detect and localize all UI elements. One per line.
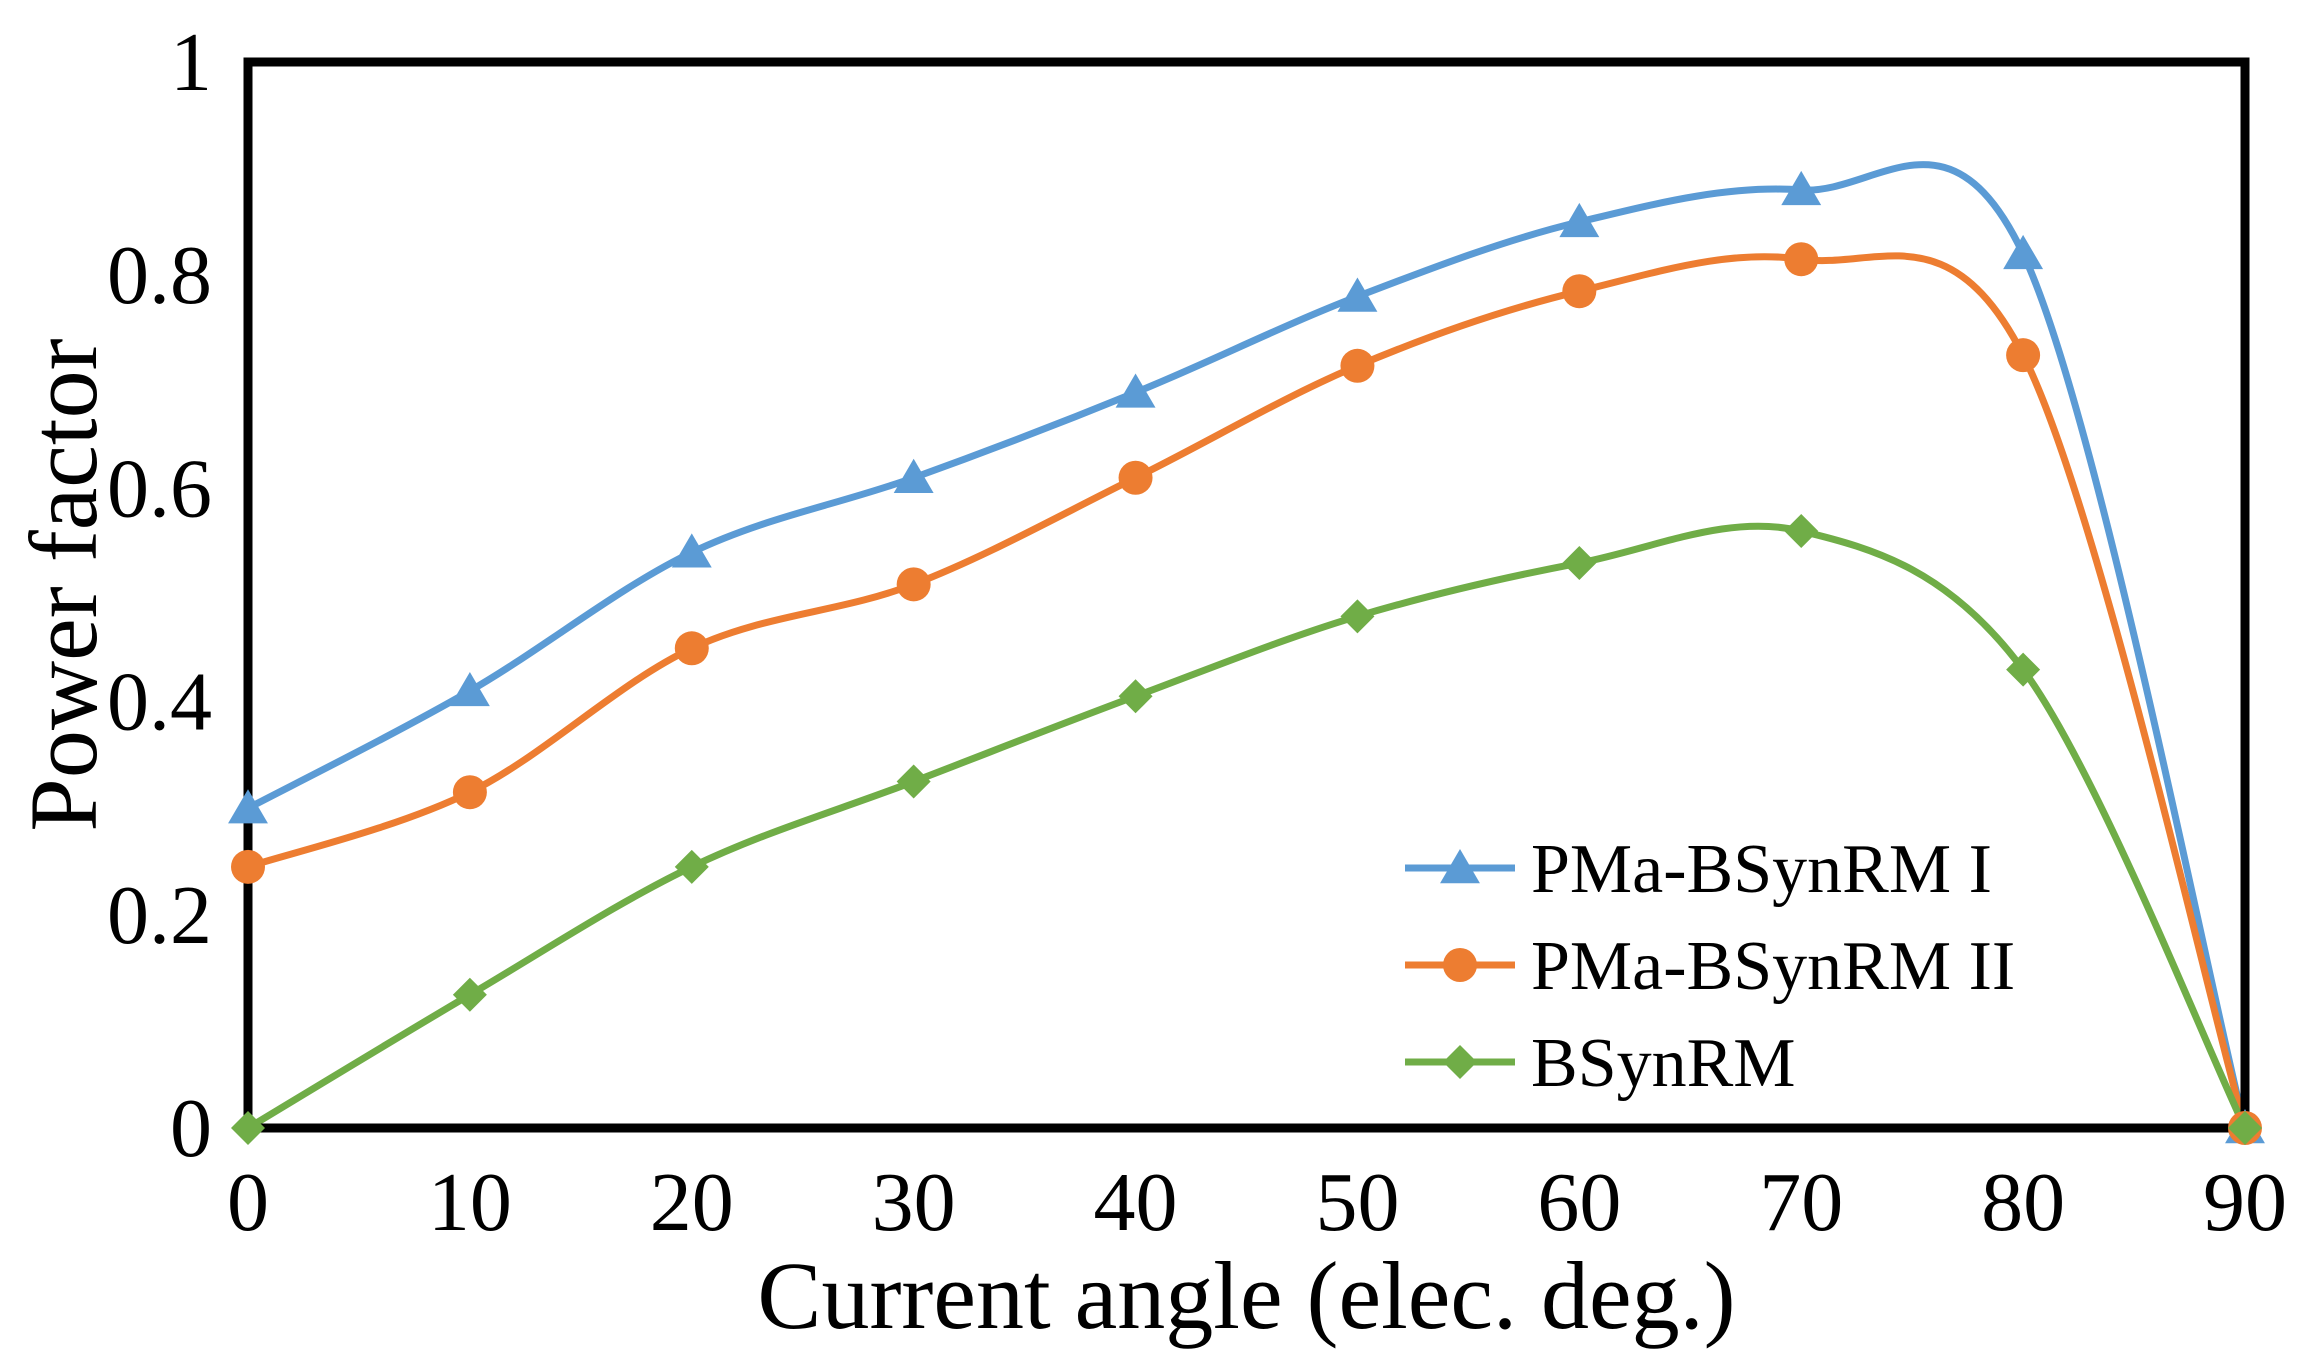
series-line-bsynrm (244, 522, 2249, 1132)
data-point-pma-bsynrm-ii-70 (1784, 242, 1819, 277)
data-point-bsynrm-80 (2006, 652, 2041, 687)
data-point-pma-bsynrm-ii-10 (452, 775, 487, 810)
legend-label-pma-bsynrm-i: PMa-BSynRM I (1531, 831, 1992, 908)
marker-layer (228, 170, 2265, 1145)
y-tick-label: 0.4 (107, 656, 212, 749)
y-axis-label: Power factor (10, 338, 117, 831)
legend-label-pma-bsynrm-ii: PMa-BSynRM II (1531, 928, 2015, 1005)
data-point-pma-bsynrm-i-20 (671, 533, 712, 568)
x-tick-label: 40 (1094, 1156, 1178, 1249)
data-point-bsynrm-60 (1562, 546, 1597, 581)
data-point-bsynrm-90 (2228, 1111, 2262, 1145)
data-point-pma-bsynrm-ii-20 (674, 631, 709, 666)
x-axis-label: Current angle (elec. deg.) (757, 1242, 1735, 1349)
x-tick-label: 80 (1981, 1156, 2065, 1249)
data-point-pma-bsynrm-ii-30 (896, 567, 931, 602)
plot-frame (243, 57, 2250, 1133)
x-axis-ticks: 0 10 20 30 40 50 60 70 80 90 (227, 1156, 2287, 1249)
legend: PMa-BSynRM I PMa-BSynRM II BSynRM (1405, 831, 2015, 1102)
data-point-bsynrm-0 (231, 1111, 265, 1145)
x-tick-label: 0 (227, 1156, 269, 1249)
x-tick-label: 50 (1315, 1156, 1399, 1249)
data-point-pma-bsynrm-i-40 (1115, 373, 1156, 408)
x-tick-label: 30 (872, 1156, 956, 1249)
data-point-pma-bsynrm-i-70 (1781, 170, 1822, 206)
legend-marker-pma-bsynrm-ii (1443, 948, 1477, 982)
data-point-pma-bsynrm-i-30 (893, 458, 934, 493)
data-point-pma-bsynrm-i-0 (228, 789, 268, 824)
data-point-pma-bsynrm-ii-0 (231, 849, 265, 884)
x-tick-label: 10 (428, 1156, 512, 1249)
y-axis-ticks: 0 0.2 0.4 0.6 0.8 1 (107, 16, 212, 1175)
legend-marker-pma-bsynrm-i (1440, 849, 1480, 884)
y-tick-label: 1 (170, 16, 212, 109)
data-point-pma-bsynrm-ii-60 (1562, 274, 1597, 309)
data-point-bsynrm-40 (1118, 679, 1153, 714)
data-point-bsynrm-70 (1784, 514, 1819, 549)
data-point-pma-bsynrm-ii-80 (2006, 338, 2041, 373)
x-tick-label: 70 (1759, 1156, 1843, 1249)
x-tick-label: 60 (1537, 1156, 1621, 1249)
data-point-pma-bsynrm-i-50 (1337, 277, 1378, 312)
y-tick-label: 0.8 (107, 229, 212, 322)
legend-marker-bsynrm (1443, 1045, 1477, 1079)
data-point-bsynrm-50 (1340, 599, 1375, 634)
data-point-bsynrm-10 (452, 977, 487, 1012)
x-tick-label: 90 (2203, 1156, 2287, 1249)
data-point-pma-bsynrm-i-60 (1559, 202, 1600, 238)
data-point-bsynrm-20 (674, 849, 709, 884)
data-point-pma-bsynrm-ii-50 (1340, 348, 1375, 383)
data-point-pma-bsynrm-i-80 (2003, 234, 2044, 270)
x-tick-label: 20 (650, 1156, 734, 1249)
y-tick-label: 0 (170, 1082, 212, 1175)
y-tick-label: 0.2 (107, 869, 212, 962)
data-point-bsynrm-30 (896, 764, 931, 799)
y-tick-label: 0.6 (107, 442, 212, 535)
data-point-pma-bsynrm-i-10 (449, 671, 490, 707)
data-point-pma-bsynrm-ii-40 (1118, 460, 1153, 495)
legend-label-bsynrm: BSynRM (1531, 1025, 1796, 1102)
